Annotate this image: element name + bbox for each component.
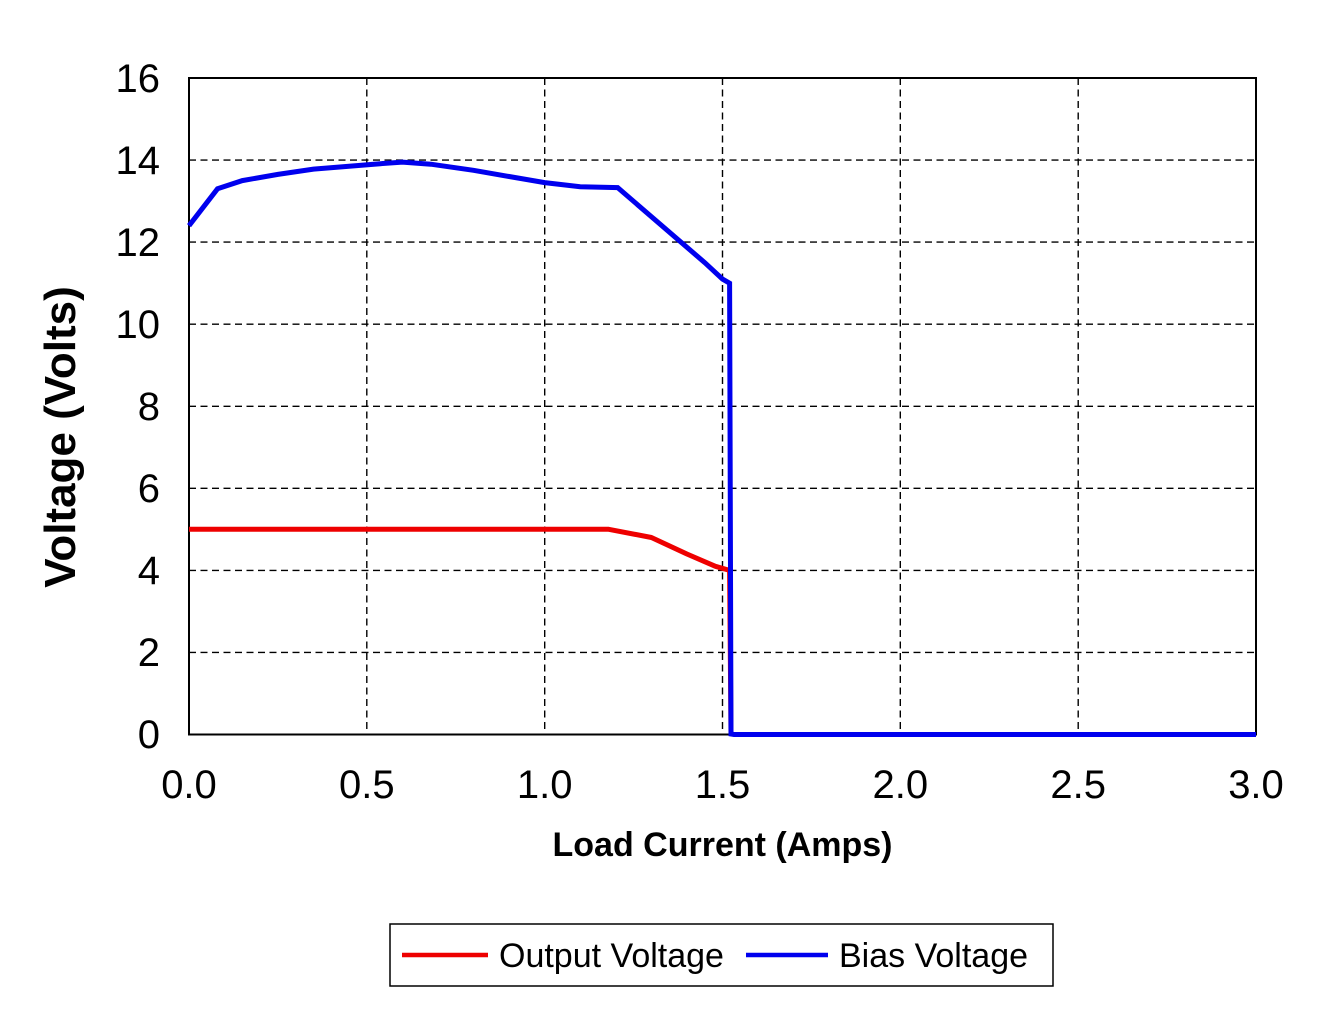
svg-text:2.0: 2.0 — [872, 763, 928, 807]
svg-text:0: 0 — [138, 713, 160, 757]
svg-text:2.5: 2.5 — [1050, 763, 1106, 807]
svg-text:0.5: 0.5 — [339, 763, 395, 807]
svg-text:4: 4 — [138, 549, 160, 593]
svg-text:Bias Voltage: Bias Voltage — [839, 937, 1028, 975]
svg-text:3.0: 3.0 — [1228, 763, 1284, 807]
svg-text:0.0: 0.0 — [161, 763, 217, 807]
svg-text:14: 14 — [116, 139, 161, 183]
svg-text:12: 12 — [116, 221, 161, 265]
svg-text:1.5: 1.5 — [695, 763, 751, 807]
svg-text:6: 6 — [138, 467, 160, 511]
svg-text:10: 10 — [116, 303, 161, 347]
svg-text:16: 16 — [116, 57, 161, 101]
svg-text:Output Voltage: Output Voltage — [499, 937, 724, 975]
svg-text:Load Current (Amps): Load Current (Amps) — [553, 826, 893, 864]
svg-text:1.0: 1.0 — [517, 763, 573, 807]
svg-text:2: 2 — [138, 631, 160, 675]
svg-text:8: 8 — [138, 385, 160, 429]
svg-text:Voltage (Volts): Voltage (Volts) — [36, 286, 85, 588]
